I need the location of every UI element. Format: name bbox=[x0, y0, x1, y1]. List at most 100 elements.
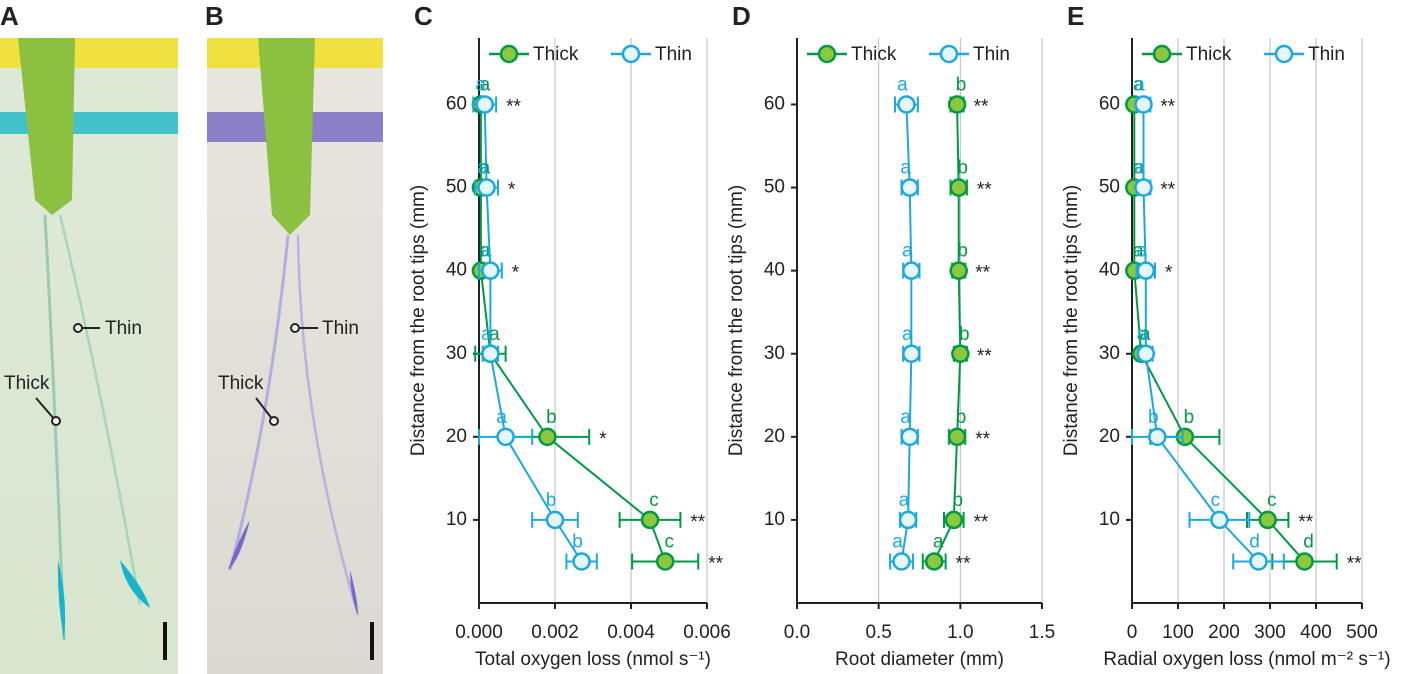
letter-label: a bbox=[900, 407, 911, 428]
x-tick-label: 0.002 bbox=[531, 622, 579, 643]
point bbox=[949, 178, 968, 197]
photo-b bbox=[207, 38, 383, 674]
point bbox=[655, 552, 675, 571]
point bbox=[947, 95, 967, 114]
legend-label: Thin bbox=[1308, 44, 1345, 65]
y-axis-label: Distance from the root tips (mm) bbox=[1061, 185, 1082, 456]
x-tick-label: 100 bbox=[1162, 622, 1194, 643]
letter-label: a bbox=[475, 74, 486, 95]
letter-label: c bbox=[1211, 490, 1221, 511]
point bbox=[1134, 178, 1153, 197]
letter-label: a bbox=[480, 158, 491, 179]
y-tick-label: 40 bbox=[764, 260, 785, 281]
letter-label: a bbox=[1137, 324, 1148, 345]
x-tick-label: 0.006 bbox=[683, 622, 731, 643]
legend-marker bbox=[939, 44, 959, 64]
x-tick-label: 0.000 bbox=[455, 622, 503, 643]
point bbox=[924, 552, 944, 571]
letter-label: a bbox=[481, 324, 492, 345]
significance: ** bbox=[708, 553, 723, 574]
y-tick-label: 50 bbox=[764, 177, 785, 198]
letter-label: c bbox=[664, 531, 674, 552]
letter-label: a bbox=[477, 158, 488, 179]
point bbox=[902, 344, 921, 363]
y-tick-label: 10 bbox=[764, 509, 785, 530]
y-tick-label: 10 bbox=[446, 509, 467, 530]
letter-label: d bbox=[1249, 531, 1260, 552]
point bbox=[1136, 344, 1156, 363]
point bbox=[900, 427, 919, 447]
y-tick-label: 30 bbox=[764, 343, 785, 364]
letter-label: a bbox=[489, 324, 500, 345]
x-tick-label: 1.5 bbox=[1029, 622, 1055, 643]
letter-label: b bbox=[1184, 407, 1195, 428]
letter-label: a bbox=[480, 74, 491, 95]
point bbox=[944, 510, 964, 530]
point bbox=[1210, 510, 1229, 530]
legend-marker bbox=[1152, 44, 1172, 64]
x-axis-label: Radial oxygen loss (nmol m⁻² s⁻¹) bbox=[1103, 649, 1390, 670]
letter-label: c bbox=[649, 490, 659, 511]
point bbox=[481, 261, 500, 280]
significance: ** bbox=[974, 96, 989, 117]
annotation: Thick bbox=[4, 373, 50, 394]
x-axis-label: Root diameter (mm) bbox=[835, 649, 1004, 670]
y-tick-label: 20 bbox=[764, 426, 785, 447]
letter-label: b bbox=[959, 324, 970, 345]
y-tick-label: 60 bbox=[446, 93, 467, 114]
letter-label: a bbox=[1133, 74, 1144, 95]
letter-label: a bbox=[1140, 324, 1151, 345]
point bbox=[640, 510, 660, 530]
letter-label: b bbox=[953, 490, 964, 511]
panel-label: D bbox=[732, 1, 751, 31]
annotation: Thin bbox=[105, 318, 142, 339]
point bbox=[538, 427, 557, 447]
letter-label: a bbox=[1134, 74, 1145, 95]
letter-label: a bbox=[1133, 158, 1144, 179]
y-axis-label: Distance from the root tips (mm) bbox=[726, 185, 747, 456]
letter-label: a bbox=[899, 490, 910, 511]
letter-label: b bbox=[572, 531, 583, 552]
legend-label: Thick bbox=[533, 44, 579, 65]
letter-label: a bbox=[933, 531, 944, 552]
panel-label: E bbox=[1067, 1, 1084, 31]
significance: ** bbox=[506, 96, 521, 117]
x-axis-label: Total oxygen loss (nmol s⁻¹) bbox=[475, 649, 711, 670]
letter-label: b bbox=[957, 158, 968, 179]
significance: ** bbox=[690, 512, 705, 533]
significance: ** bbox=[1160, 180, 1175, 201]
legend-label: Thick bbox=[851, 44, 897, 65]
x-tick-label: 0.5 bbox=[865, 622, 891, 643]
point bbox=[947, 427, 967, 447]
point bbox=[1134, 95, 1153, 114]
legend-label: Thick bbox=[1186, 44, 1232, 65]
letter-label: a bbox=[892, 531, 903, 552]
point bbox=[898, 510, 918, 530]
y-tick-label: 40 bbox=[1099, 260, 1120, 281]
point bbox=[475, 95, 494, 114]
point bbox=[1258, 510, 1277, 530]
point bbox=[572, 552, 591, 571]
letter-label: a bbox=[902, 241, 913, 262]
letter-label: b bbox=[1148, 407, 1159, 428]
point bbox=[897, 95, 916, 114]
point bbox=[1249, 552, 1268, 571]
x-tick-label: 300 bbox=[1254, 622, 1286, 643]
letter-label: a bbox=[481, 241, 492, 262]
series-line bbox=[479, 104, 667, 562]
x-tick-label: 200 bbox=[1208, 622, 1240, 643]
letter-label: a bbox=[897, 74, 908, 95]
letter-label: a bbox=[496, 407, 507, 428]
significance: * bbox=[512, 263, 520, 284]
letter-label: b bbox=[956, 407, 967, 428]
point bbox=[1295, 552, 1314, 571]
significance: ** bbox=[1347, 553, 1362, 574]
significance: ** bbox=[1160, 96, 1175, 117]
legend-marker bbox=[621, 44, 641, 64]
y-tick-label: 50 bbox=[446, 177, 467, 198]
y-tick-label: 60 bbox=[1099, 93, 1120, 114]
significance: * bbox=[508, 180, 516, 201]
y-tick-label: 10 bbox=[1099, 509, 1120, 530]
letter-label: b bbox=[957, 241, 968, 262]
